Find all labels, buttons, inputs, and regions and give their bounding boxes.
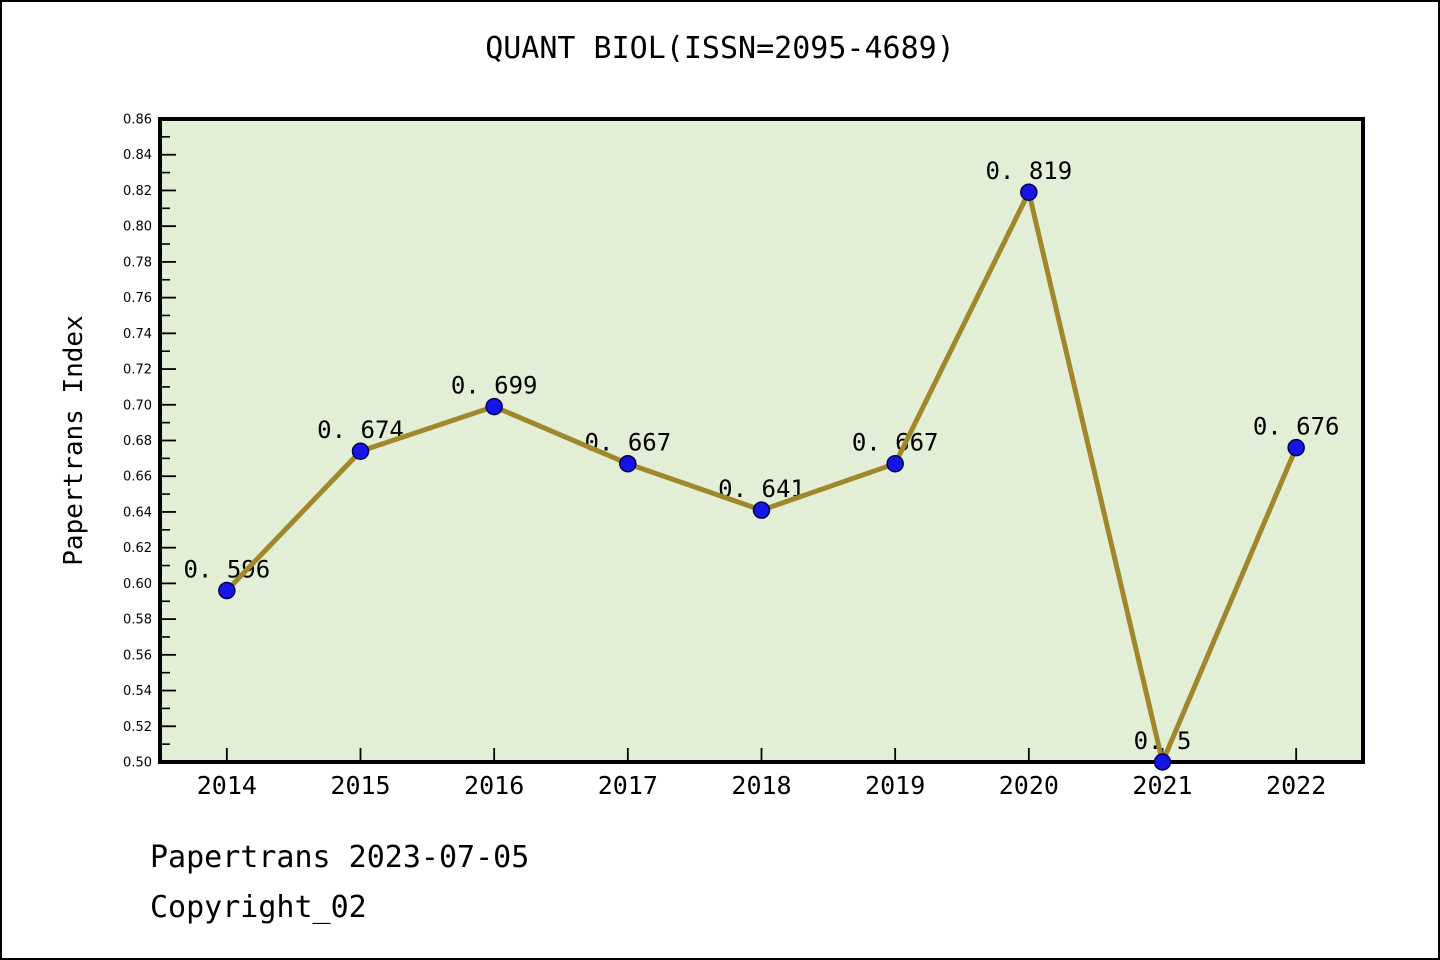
x-axis-tick-label: 2020 (999, 771, 1059, 800)
data-point-marker (752, 501, 771, 519)
y-axis-tick-label: 0.70 (123, 398, 152, 413)
y-axis-tick-label: 0.50 (123, 756, 152, 771)
data-point-marker (1287, 438, 1305, 457)
y-axis-tick-label: 0.74 (123, 327, 152, 342)
y-axis-tick-label: 0.60 (123, 577, 152, 592)
data-point-label: 0. 699 (451, 372, 538, 400)
data-point-label: 0. 819 (985, 157, 1072, 185)
x-axis-tick-label: 2021 (1132, 771, 1192, 800)
y-axis-tick-label: 0.58 (123, 613, 152, 628)
y-axis-title: Papertrans Index (59, 315, 89, 565)
y-axis-tick-label: 0.76 (123, 291, 152, 306)
x-axis-tick-label: 2018 (731, 771, 791, 800)
data-point-marker (886, 454, 904, 473)
data-point-label: 0. 5 (1134, 727, 1192, 755)
data-point-label: 0. 667 (852, 429, 939, 457)
y-axis-tick-label: 0.68 (123, 434, 152, 449)
data-point-marker (351, 442, 370, 460)
data-point-marker (485, 397, 503, 416)
y-axis-tick-label: 0.84 (123, 148, 152, 163)
x-axis-tick-label: 2022 (1266, 771, 1326, 800)
data-point-marker (1020, 183, 1038, 201)
chart-title: QUANT BIOL(ISSN=2095-4689) (485, 31, 955, 66)
y-axis-tick-label: 0.54 (123, 684, 152, 699)
plot-area (158, 117, 1365, 764)
x-axis-tick-label: 2016 (464, 771, 524, 800)
x-axis-tick-label: 2017 (598, 771, 658, 800)
y-axis-tick-label: 0.78 (123, 255, 152, 270)
data-point-marker (619, 454, 637, 473)
x-axis-tick-label: 2015 (330, 771, 390, 800)
y-axis-tick-label: 0.64 (123, 505, 152, 520)
footer-date: Papertrans 2023-07-05 (150, 840, 530, 875)
footer-copyright: Copyright_02 (150, 890, 367, 925)
x-axis-tick-label: 2019 (865, 771, 925, 800)
data-point-marker (1153, 753, 1172, 771)
y-axis-tick-label: 0.62 (123, 541, 152, 556)
y-axis-tick-label: 0.72 (123, 363, 152, 378)
data-point-marker (218, 581, 236, 600)
y-axis-tick-label: 0.56 (123, 648, 152, 663)
y-axis-tick-label: 0.86 (123, 113, 152, 128)
x-axis-tick-label: 2014 (197, 771, 257, 800)
y-axis-tick-label: 0.80 (123, 220, 152, 235)
y-axis-tick-label: 0.66 (123, 470, 152, 485)
y-axis-tick-label: 0.82 (123, 184, 152, 199)
data-point-label: 0. 676 (1253, 413, 1340, 441)
y-axis-tick-label: 0.52 (123, 720, 152, 735)
